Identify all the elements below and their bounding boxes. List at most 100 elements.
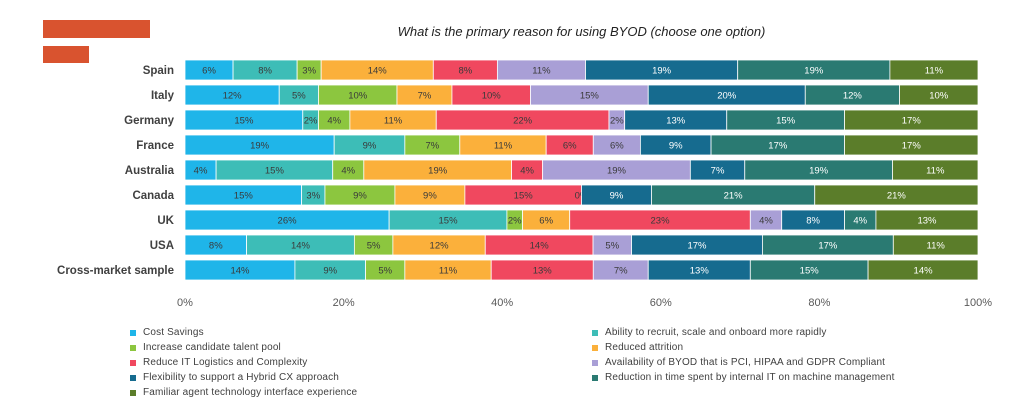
category-label-italy: Italy xyxy=(151,90,175,102)
data-label: 10% xyxy=(348,91,368,102)
data-label: 17% xyxy=(687,241,707,252)
legend-swatch xyxy=(130,329,136,336)
data-label: 20% xyxy=(717,91,737,102)
data-label: 15% xyxy=(776,116,796,127)
data-label: 4% xyxy=(341,166,355,177)
bar-segment xyxy=(867,259,979,281)
data-label: 19% xyxy=(652,66,672,77)
x-tick-label: 20% xyxy=(333,297,355,309)
legend-label: Availability of BYOD that is PCI, HIPAA … xyxy=(605,357,886,368)
data-label: 9% xyxy=(610,191,624,202)
legend-item: Increase candidate talent pool xyxy=(130,340,592,355)
data-label: 23% xyxy=(651,216,671,227)
stacked-bar-chart: Spain 6% 8% 3% 14% 8% 11% 19% 19% 11% Italy 12% 5% 10… xyxy=(57,59,992,309)
data-label: 4% xyxy=(853,216,867,227)
category-label-spain: Spain xyxy=(143,65,174,77)
data-label: 9% xyxy=(423,191,437,202)
brand-bar-bottom xyxy=(43,46,89,63)
data-label: 2% xyxy=(610,116,624,127)
data-label: 21% xyxy=(724,191,744,202)
data-label: 4% xyxy=(327,116,341,127)
x-tick-label: 60% xyxy=(650,297,672,309)
bar-segment xyxy=(892,234,979,256)
legend-label: Familiar agent technology interface expe… xyxy=(143,387,358,398)
data-label: 17% xyxy=(902,116,922,127)
data-label: 15% xyxy=(265,166,285,177)
data-label: 6% xyxy=(563,141,577,152)
data-label: 4% xyxy=(759,216,773,227)
bar-segment xyxy=(875,209,979,231)
data-label: 26% xyxy=(278,216,298,227)
x-tick-label: 100% xyxy=(964,297,992,309)
data-label: 12% xyxy=(430,241,450,252)
bar-segment xyxy=(814,184,979,206)
category-label-canada: Canada xyxy=(132,190,174,202)
legend-label: Reduction in time spent by internal IT o… xyxy=(605,372,895,383)
data-label: 13% xyxy=(666,116,686,127)
data-label: 15% xyxy=(514,191,534,202)
data-label: 19% xyxy=(804,66,824,77)
legend-item: Flexibility to support a Hybrid CX appro… xyxy=(130,370,592,385)
data-label: 14% xyxy=(230,266,250,277)
data-label: 2% xyxy=(304,116,318,127)
category-label-germany: Germany xyxy=(124,115,174,127)
legend-swatch xyxy=(130,344,136,351)
data-label: 19% xyxy=(250,141,270,152)
data-label: 17% xyxy=(818,241,838,252)
data-label: 15% xyxy=(234,191,254,202)
legend-item: Ability to recruit, scale and onboard mo… xyxy=(592,325,990,340)
data-label: 15% xyxy=(439,216,459,227)
legend-item: Familiar agent technology interface expe… xyxy=(130,385,592,400)
legend-item: Reduction in time spent by internal IT o… xyxy=(592,370,990,385)
data-label: 11% xyxy=(439,266,458,277)
data-label: 12% xyxy=(223,91,243,102)
legend-swatch xyxy=(592,329,598,336)
data-label: 11% xyxy=(384,116,403,127)
data-label: 7% xyxy=(711,166,725,177)
x-tick-label: 0% xyxy=(177,297,193,309)
data-label: 4% xyxy=(520,166,534,177)
legend-item: Reduced attrition xyxy=(592,340,990,355)
bar-segment xyxy=(899,84,979,106)
data-label: 13% xyxy=(690,266,710,277)
data-label: 3% xyxy=(302,66,316,77)
data-label: 11% xyxy=(494,141,513,152)
x-tick-label: 40% xyxy=(491,297,513,309)
data-label: 11% xyxy=(926,166,945,177)
data-label: 7% xyxy=(418,91,432,102)
data-label: 9% xyxy=(669,141,683,152)
data-label: 14% xyxy=(291,241,311,252)
legend-swatch xyxy=(592,344,598,351)
data-label: 15% xyxy=(234,116,254,127)
data-label: 22% xyxy=(513,116,533,127)
data-label: 3% xyxy=(306,191,320,202)
data-label: 2% xyxy=(508,216,522,227)
x-tick-label: 80% xyxy=(808,297,830,309)
category-label-usa: USA xyxy=(150,240,174,252)
data-label: 15% xyxy=(800,266,820,277)
legend-item: Cost Savings xyxy=(130,325,592,340)
data-label: 11% xyxy=(532,66,551,77)
data-label: 5% xyxy=(367,241,381,252)
data-label: 9% xyxy=(363,141,377,152)
legend-swatch xyxy=(592,359,598,366)
legend-label: Flexibility to support a Hybrid CX appro… xyxy=(143,372,339,383)
chart-legend: Cost Savings Ability to recruit, scale an… xyxy=(130,325,990,400)
data-label: 17% xyxy=(902,141,922,152)
data-label: 5% xyxy=(605,241,619,252)
data-label: 14% xyxy=(914,266,934,277)
legend-swatch xyxy=(130,374,136,381)
category-label-cross-market-sample: Cross-market sample xyxy=(57,265,174,277)
data-label: 5% xyxy=(292,91,306,102)
bar-segment xyxy=(889,59,979,81)
data-label: 13% xyxy=(533,266,553,277)
chart-title: What is the primary reason for using BYO… xyxy=(397,24,766,39)
data-label: 7% xyxy=(614,266,628,277)
category-label-uk: UK xyxy=(157,215,174,227)
legend-label: Cost Savings xyxy=(143,327,204,338)
data-label: 17% xyxy=(768,141,788,152)
legend-item: Reduce IT Logistics and Complexity xyxy=(130,355,592,370)
data-label: 12% xyxy=(843,91,863,102)
legend-label: Reduced attrition xyxy=(605,342,684,353)
data-label: 10% xyxy=(929,91,949,102)
